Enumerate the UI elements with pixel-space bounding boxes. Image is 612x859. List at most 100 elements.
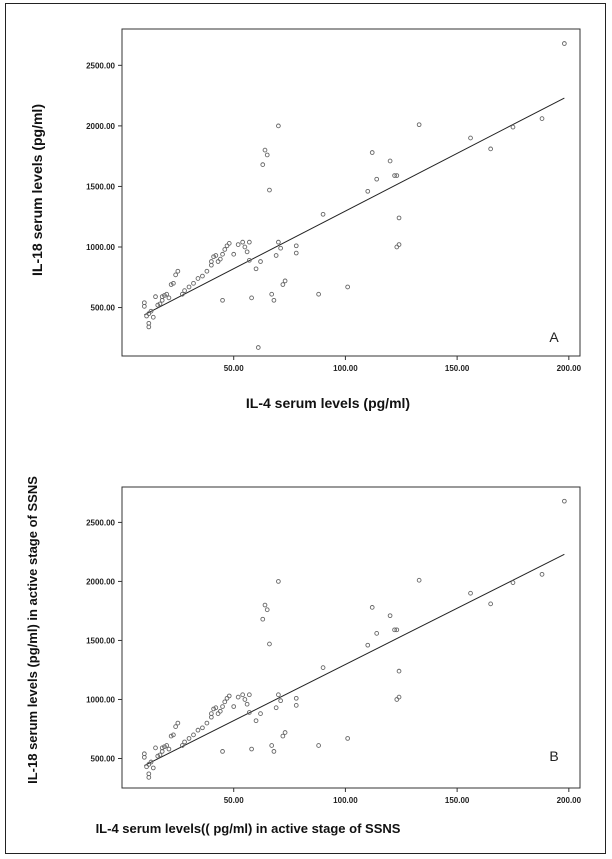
x-tick-label-a: 100.00 — [333, 364, 358, 373]
data-point-a — [255, 345, 261, 350]
data-point-b — [269, 743, 275, 748]
data-point-b — [226, 693, 232, 699]
data-point-a — [200, 273, 205, 279]
data-point-b — [209, 711, 214, 716]
data-point-b — [280, 733, 286, 739]
data-point-a — [273, 253, 279, 258]
data-point-a — [267, 187, 272, 193]
y-tick-label-a: 1500.00 — [86, 182, 115, 191]
data-point-b — [246, 692, 252, 698]
plot-area-b — [121, 486, 581, 789]
data-point-a — [396, 215, 402, 221]
regression-line-a — [144, 97, 565, 316]
data-point-b — [148, 759, 154, 765]
data-point-b — [150, 765, 156, 771]
data-point-b — [182, 739, 187, 745]
data-point-b — [374, 631, 380, 636]
data-point-b — [164, 743, 170, 748]
data-point-a — [179, 291, 185, 297]
y-tick-label-a: 2000.00 — [86, 122, 115, 131]
data-point-a — [276, 239, 281, 245]
y-tick-label-b: 1500.00 — [86, 636, 115, 645]
data-point-a — [153, 294, 158, 300]
data-point-a — [226, 241, 232, 246]
y-tick-label-a: 2500.00 — [86, 61, 115, 70]
data-point-b — [262, 602, 268, 608]
data-point-b — [191, 732, 196, 738]
data-point-a — [148, 308, 154, 314]
data-point-b — [253, 718, 259, 724]
y-tick-label-b: 1000.00 — [86, 695, 115, 704]
data-point-a — [222, 247, 228, 252]
data-point-b — [316, 743, 321, 748]
x-axis-title-b: IL-4 serum levels(( pg/ml) in active sta… — [96, 821, 401, 836]
data-point-b — [293, 695, 299, 701]
scatter-plot-a: IL-18 serum levels (pg/ml) IL-4 serum le… — [29, 28, 582, 411]
data-point-a — [173, 272, 178, 278]
data-point-b — [416, 577, 422, 583]
data-point-a — [195, 276, 201, 281]
data-point-a — [269, 291, 275, 297]
data-point-b — [200, 725, 205, 731]
x-tick-label-b: 200.00 — [557, 796, 582, 805]
data-point-a — [392, 173, 397, 178]
panel-label-a: A — [549, 329, 559, 345]
data-point-a — [164, 291, 170, 297]
data-point-a — [271, 297, 277, 303]
data-point-b — [244, 701, 250, 707]
panel-label-b: B — [549, 748, 558, 764]
data-point-a — [157, 301, 163, 307]
data-point-a — [182, 288, 187, 293]
data-point-b — [320, 665, 326, 670]
data-point-b — [293, 703, 299, 708]
data-point-b — [396, 694, 402, 700]
x-tick-label-a: 50.00 — [224, 364, 245, 373]
regression-line-b — [144, 553, 565, 767]
data-point-a — [253, 266, 259, 272]
data-point-b — [369, 605, 375, 610]
data-point-a — [369, 150, 375, 155]
data-point-b — [173, 724, 178, 729]
data-point-a — [175, 268, 181, 274]
x-tick-label-b: 100.00 — [333, 796, 358, 805]
y-tick-label-b: 2500.00 — [86, 518, 115, 527]
data-point-a — [166, 295, 172, 301]
data-point-b — [171, 732, 176, 738]
data-point-b — [271, 749, 277, 754]
data-point-a — [186, 284, 192, 290]
data-point-b — [220, 704, 225, 709]
data-point-b — [235, 694, 241, 700]
data-point-b — [166, 746, 172, 752]
data-point-b — [222, 699, 228, 705]
data-point-a — [280, 282, 286, 287]
data-point-b — [539, 571, 545, 577]
x-tick-label-b: 50.00 — [224, 796, 245, 805]
data-point-a — [150, 314, 156, 320]
data-point-a — [220, 251, 225, 257]
data-point-a — [320, 211, 326, 217]
data-point-a — [191, 280, 196, 286]
x-axis-title-a: IL-4 serum levels (pg/ml) — [246, 395, 410, 411]
data-point-b — [157, 752, 163, 758]
x-tick-label-b: 150.00 — [445, 796, 470, 805]
data-point-a — [240, 239, 245, 245]
data-point-a — [387, 158, 393, 164]
data-point-a — [204, 268, 210, 274]
data-point-b — [488, 601, 493, 607]
data-point-b — [240, 692, 245, 698]
data-point-b — [153, 745, 158, 751]
data-point-a — [276, 123, 281, 129]
data-point-b — [186, 736, 192, 741]
data-point-b — [246, 710, 252, 715]
data-point-a — [264, 152, 270, 158]
data-point-a — [209, 259, 214, 264]
y-tick-label-a: 1000.00 — [86, 243, 115, 252]
data-point-b — [392, 627, 397, 633]
data-point-a — [262, 147, 268, 153]
data-point-a — [231, 251, 237, 257]
data-point-a — [242, 244, 248, 250]
data-point-a — [396, 242, 402, 247]
data-point-a — [416, 122, 422, 128]
y-axis-title-a: IL-18 serum levels (pg/ml) — [29, 104, 45, 276]
data-point-a — [539, 116, 545, 121]
